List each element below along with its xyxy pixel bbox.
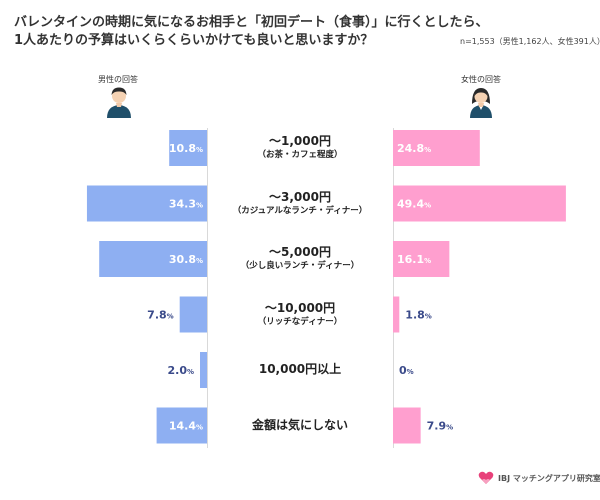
- category-label-sub: （少し良いランチ・ディナー）: [240, 261, 360, 271]
- male-value-label: 2.0%: [167, 364, 194, 377]
- category-label-main: 〜5,000円: [269, 245, 331, 259]
- female-bar: [393, 185, 566, 222]
- category-label-sub: （お茶・カフェ程度）: [257, 150, 343, 160]
- female-value-label: 7.9%: [427, 420, 454, 433]
- female-axis-line: [393, 128, 394, 448]
- category-label-main: 10,000円以上: [258, 362, 342, 376]
- female-value-label: 24.8%: [397, 142, 431, 155]
- male-value-label: 7.8%: [147, 309, 174, 322]
- male-bar: [179, 296, 207, 333]
- sample-size-note: n=1,553（男性1,162人、女性391人）: [460, 37, 600, 46]
- category-label-main: 金額は気にしない: [251, 417, 348, 432]
- female-panel-label: 女性の回答: [461, 75, 501, 84]
- male-avatar-icon: [107, 87, 131, 118]
- chart-title-line-1: バレンタインの時期に気になるお相手と「初回デート（食事）」に行くとしたら、: [14, 15, 489, 30]
- category-label: 〜10,000円 （リッチなディナー）: [210, 301, 390, 328]
- chart-title: バレンタインの時期に気になるお相手と「初回デート（食事）」に行くとしたら、 1人…: [14, 14, 489, 50]
- male-value-label: 14.4%: [169, 420, 203, 433]
- heart-logo-icon: [478, 471, 494, 484]
- category-label: 〜5,000円 （少し良いランチ・ディナー）: [210, 245, 390, 272]
- female-value-label: 0%: [399, 364, 414, 377]
- female-value-label: 49.4%: [397, 198, 431, 211]
- female-value-label: 1.8%: [405, 309, 432, 322]
- female-bar: [393, 241, 450, 277]
- male-axis-line: [207, 128, 208, 448]
- male-bar: [200, 352, 207, 388]
- female-bar: [393, 130, 480, 166]
- category-label: 〜3,000円 （カジュアルなランチ・ディナー）: [210, 190, 390, 217]
- female-bar: [393, 296, 400, 333]
- category-label-main: 〜10,000円: [264, 300, 336, 315]
- category-label: 金額は気にしない: [210, 418, 390, 433]
- female-bar: [393, 407, 421, 444]
- category-label-sub: （カジュアルなランチ・ディナー）: [232, 205, 368, 216]
- male-bar: [86, 185, 207, 222]
- male-bar: [169, 130, 207, 166]
- brand-logo: IBJ マッチングアプリ研究室: [478, 471, 600, 485]
- male-panel-label: 男性の回答: [98, 75, 138, 84]
- category-label: 10,000円以上: [210, 362, 390, 377]
- female-value-label: 16.1%: [397, 253, 431, 266]
- brand-logo-text: IBJ マッチングアプリ研究室: [498, 473, 600, 483]
- male-value-label: 10.8%: [169, 142, 203, 155]
- category-label: 〜1,000円 （お茶・カフェ程度）: [210, 134, 390, 161]
- male-value-label: 30.8%: [169, 253, 203, 266]
- category-label-main: 〜3,000円: [269, 189, 331, 204]
- male-value-label: 34.3%: [169, 198, 203, 211]
- category-label-main: 〜1,000円: [269, 134, 331, 148]
- male-bar: [99, 241, 207, 277]
- male-bar: [156, 407, 207, 444]
- female-avatar-icon: [470, 88, 492, 118]
- category-label-sub: （リッチなディナー）: [257, 316, 343, 327]
- chart-title-line-2: 1人あたりの予算はいくらくらいかけても良いと思いますか？: [14, 33, 374, 48]
